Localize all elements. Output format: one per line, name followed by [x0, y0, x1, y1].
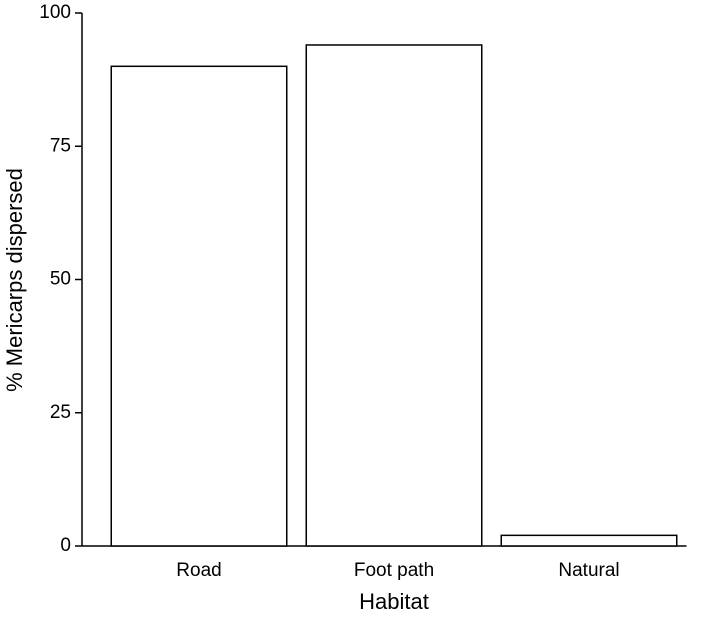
- y-axis-title: % Mericarps dispersed: [2, 168, 27, 392]
- x-tick-label: Road: [176, 560, 221, 581]
- x-tick-label: Natural: [558, 560, 619, 581]
- y-tick-label: 25: [50, 402, 71, 423]
- x-tick-label: Foot path: [354, 560, 434, 581]
- bar: [305, 44, 483, 547]
- y-tick-label: 75: [50, 135, 71, 156]
- y-tick-label: 50: [50, 269, 71, 290]
- y-tick-label: 100: [39, 2, 71, 23]
- x-axis-title: Habitat: [359, 589, 429, 614]
- bar: [500, 534, 678, 547]
- bar: [110, 65, 288, 547]
- y-tick-label: 0: [60, 535, 71, 556]
